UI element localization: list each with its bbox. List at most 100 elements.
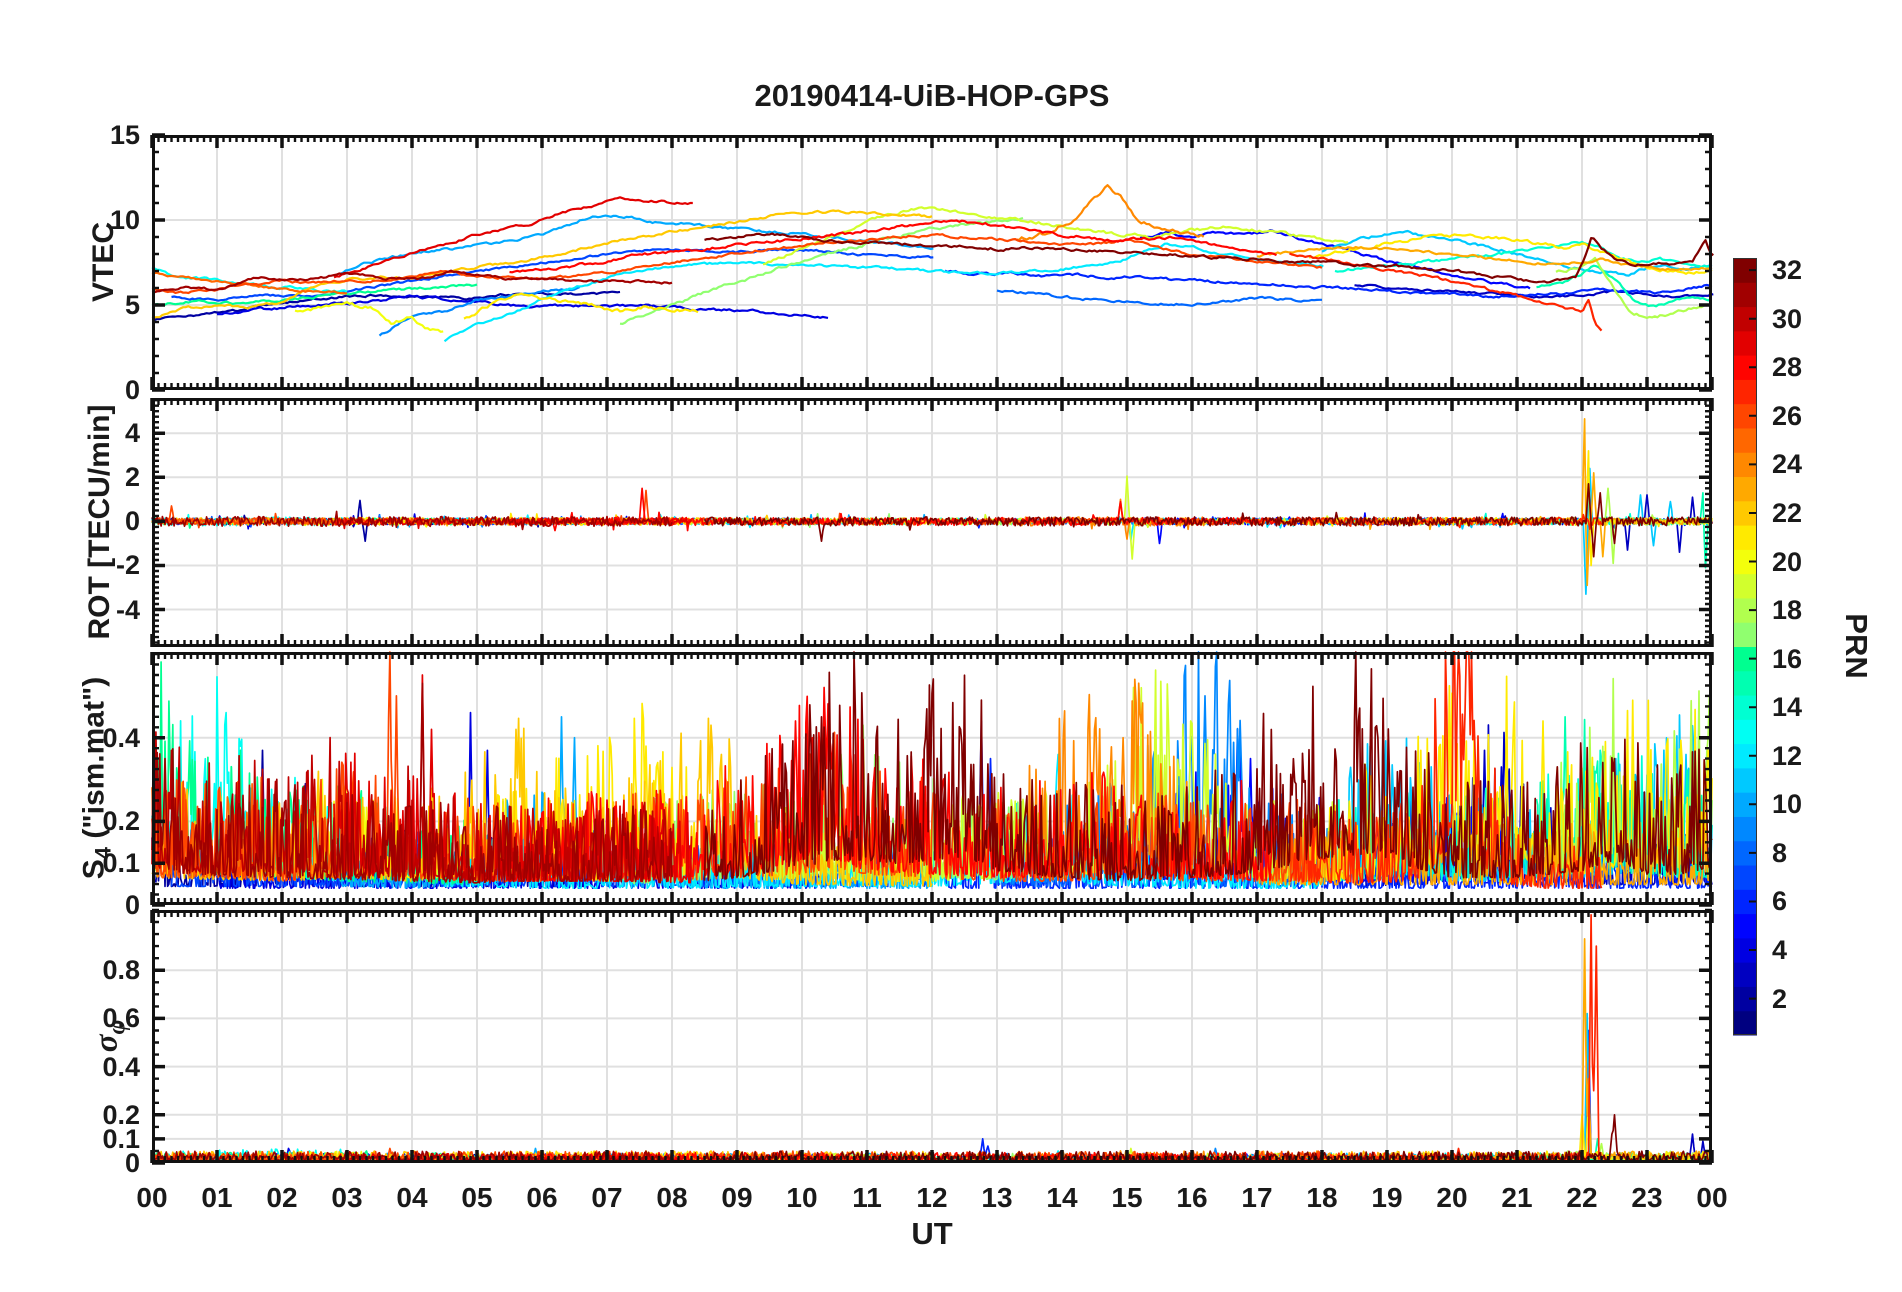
xlabel-ut: UT bbox=[911, 1216, 953, 1251]
colorbar-band-prn-9 bbox=[1733, 816, 1757, 842]
y-tick-label-s4: 0.4 bbox=[102, 722, 140, 753]
minor-ticks bbox=[152, 135, 1712, 390]
colorbar-label-prn: PRN bbox=[1839, 613, 1874, 679]
series-prn-16 bbox=[151, 283, 478, 306]
series-prn-14 bbox=[1334, 240, 1713, 273]
x-tick-label: 15 bbox=[1111, 1182, 1143, 1213]
y-tick-label-rot: 0 bbox=[124, 506, 140, 537]
y-tick-label-vtec: 0 bbox=[124, 375, 140, 405]
colorbar-tick-label: 16 bbox=[1772, 643, 1803, 674]
colorbar-band-prn-23 bbox=[1733, 476, 1757, 502]
series-prn-7 bbox=[171, 248, 934, 302]
x-tick-label: 03 bbox=[331, 1182, 363, 1213]
y-tick-label-rot: -4 bbox=[115, 594, 140, 625]
colorbar-band-prn-5 bbox=[1733, 913, 1757, 939]
colorbar-band-prn-21 bbox=[1733, 525, 1757, 550]
series-prn-3 bbox=[1354, 283, 1714, 299]
series-prn-31 bbox=[151, 269, 673, 294]
x-tick-label: 04 bbox=[396, 1182, 428, 1213]
panel-vtec bbox=[150, 133, 1714, 392]
colorbar-tick-label: 32 bbox=[1772, 255, 1803, 286]
x-tick-label: 21 bbox=[1501, 1182, 1533, 1213]
series-prn-29 bbox=[333, 196, 693, 279]
series-prn-32 bbox=[703, 651, 1713, 882]
y-tick-label-sigma_phi: 0.6 bbox=[102, 1003, 140, 1034]
colorbar-band-prn-27 bbox=[1733, 379, 1757, 405]
y-tick-label-s4: 0.2 bbox=[102, 806, 140, 837]
series-group-s4 bbox=[151, 651, 1713, 890]
colorbar-tick-label: 28 bbox=[1772, 352, 1803, 383]
x-tick-label: 08 bbox=[656, 1182, 688, 1213]
colorbar-frame bbox=[1733, 258, 1757, 1035]
colorbar-band-prn-13 bbox=[1733, 719, 1757, 745]
series-prn-30 bbox=[151, 731, 673, 883]
y-tick-label-rot: -2 bbox=[115, 550, 140, 581]
panel-s4 bbox=[150, 651, 1714, 907]
x-tick-label: 14 bbox=[1046, 1182, 1078, 1213]
x-tick-label: 06 bbox=[526, 1182, 558, 1213]
y-tick-label-rot: 2 bbox=[124, 462, 140, 493]
series-prn-10 bbox=[340, 214, 934, 275]
panel-sigma_phi bbox=[150, 908, 1714, 1165]
y-tick-label-vtec: 5 bbox=[124, 290, 140, 320]
x-tick-label: 23 bbox=[1631, 1182, 1663, 1213]
x-tick-label: 22 bbox=[1566, 1182, 1598, 1213]
colorbar-band-prn-25 bbox=[1733, 427, 1757, 453]
minor-ticks bbox=[152, 908, 1712, 1163]
series-prn-12 bbox=[443, 242, 1324, 343]
colorbar-tick-label: 20 bbox=[1772, 546, 1803, 577]
colorbar-band-prn-15 bbox=[1733, 670, 1757, 696]
colorbar-tick-label: 4 bbox=[1772, 935, 1788, 966]
colorbar-band-prn-29 bbox=[1733, 330, 1757, 356]
series-prn-21 bbox=[463, 292, 699, 320]
series-prn-8 bbox=[996, 289, 1322, 307]
colorbar-band-prn-3 bbox=[1733, 962, 1757, 987]
series-prn-24 bbox=[1016, 184, 1205, 241]
x-tick-label: 10 bbox=[786, 1182, 818, 1213]
axis-frame bbox=[152, 398, 1712, 647]
series-prn-18 bbox=[1555, 256, 1713, 319]
x-tick-label: 02 bbox=[266, 1182, 298, 1213]
x-tick-label: 20 bbox=[1436, 1182, 1468, 1213]
colorbar-tick-label: 12 bbox=[1772, 740, 1803, 771]
x-tick-label: 11 bbox=[852, 1182, 882, 1213]
series-prn-32 bbox=[703, 483, 1713, 558]
y-tick-label-s4: 0.1 bbox=[102, 848, 140, 879]
x-tick-label: 17 bbox=[1241, 1182, 1273, 1213]
axis-frame bbox=[152, 910, 1712, 1163]
x-tick-label: 16 bbox=[1176, 1182, 1208, 1213]
x-tick-label: 00 bbox=[1696, 1182, 1728, 1213]
colorbar-tick-label: 8 bbox=[1772, 837, 1788, 868]
x-tick-label: 05 bbox=[461, 1182, 493, 1213]
x-tick-label: 13 bbox=[981, 1182, 1013, 1213]
series-prn-32 bbox=[704, 232, 1714, 284]
series-prn-31 bbox=[151, 682, 673, 884]
colorbar-band-prn-17 bbox=[1733, 622, 1757, 647]
series-prn-19 bbox=[762, 206, 1349, 266]
colorbar-tick-label: 24 bbox=[1772, 449, 1803, 480]
colorbar-tick-label: 2 bbox=[1772, 983, 1788, 1014]
series-prn-20 bbox=[294, 301, 444, 333]
colorbar-tick-label: 30 bbox=[1772, 303, 1803, 334]
x-tick-label: 09 bbox=[721, 1182, 753, 1213]
colorbar-tick-label: 6 bbox=[1772, 886, 1788, 917]
gridlines bbox=[152, 910, 1712, 1163]
series-group-rot bbox=[151, 418, 1713, 595]
colorbar-tick-label: 22 bbox=[1772, 497, 1803, 528]
series-group-vtec bbox=[151, 184, 1714, 343]
y-tick-label-sigma_phi: 0.8 bbox=[102, 955, 140, 986]
colorbar-tick-label: 18 bbox=[1772, 595, 1803, 626]
x-tick-label: 19 bbox=[1371, 1182, 1403, 1213]
colorbar-band-prn-7 bbox=[1733, 865, 1757, 890]
minor-ticks bbox=[152, 652, 1712, 905]
colorbar-ticks bbox=[1749, 269, 1757, 1000]
y-tick-label-sigma_phi: 0.1 bbox=[102, 1123, 140, 1154]
y-tick-label-sigma_phi: 0.4 bbox=[102, 1051, 140, 1082]
series-prn-22 bbox=[151, 209, 933, 320]
series-prn-2 bbox=[151, 290, 621, 322]
x-tick-label: 01 bbox=[201, 1182, 233, 1213]
series-prn-28 bbox=[509, 219, 1277, 274]
x-tick-label: 00 bbox=[136, 1182, 168, 1213]
minor-ticks bbox=[152, 398, 1712, 647]
